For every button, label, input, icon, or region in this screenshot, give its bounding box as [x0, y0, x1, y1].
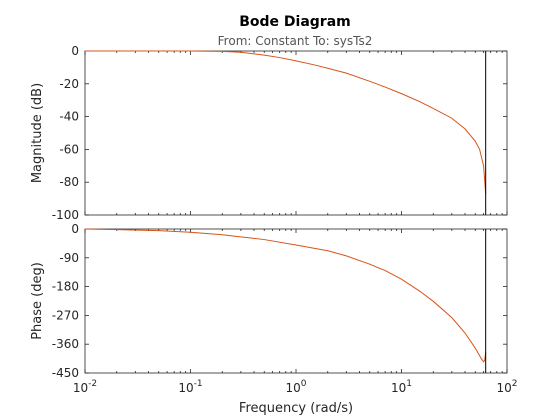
- x-tick-exponent: -2: [88, 379, 97, 389]
- phase-ytick-label: 0: [71, 222, 79, 236]
- x-tick-exponent: 0: [301, 379, 307, 389]
- phase-ytick-label: -270: [52, 308, 79, 322]
- phase-ytick-label: -450: [52, 366, 79, 380]
- x-tick-base: 10: [496, 381, 511, 395]
- phase-y-ticks: 0 -90 -180 -270 -360 -450: [52, 222, 507, 380]
- x-tick-base: 10: [178, 381, 193, 395]
- phase-ytick-label: -90: [59, 251, 79, 265]
- x-tick-exponent: 2: [512, 379, 518, 389]
- magnitude-ylabel: Magnitude (dB): [30, 83, 45, 183]
- x-tick-label: 102: [496, 379, 517, 395]
- magnitude-ytick-label: -100: [52, 208, 79, 222]
- phase-series-line: [84, 228, 487, 363]
- magnitude-ytick-label: -80: [59, 175, 79, 189]
- magnitude-ytick-label: -60: [59, 142, 79, 156]
- x-tick-label: 101: [391, 379, 412, 395]
- x-axis-label: Frequency (rad/s): [239, 401, 353, 416]
- x-tick-label: 10-1: [178, 379, 202, 395]
- x-tick-label: 10-2: [73, 379, 97, 395]
- phase-ytick-label: -180: [52, 280, 79, 294]
- x-tick-exponent: 1: [406, 379, 412, 389]
- magnitude-axes-frame: [84, 50, 508, 216]
- x-tick-base: 10: [391, 381, 406, 395]
- phase-panel: 0 -90 -180 -270 -360 -450 Phase (deg): [30, 222, 508, 380]
- magnitude-series-line: [85, 50, 487, 194]
- phase-ytick-label: -360: [52, 337, 79, 351]
- x-tick-exponent: -1: [194, 379, 203, 389]
- magnitude-y-ticks: 0 -20 -40 -60 -80 -100: [52, 44, 507, 222]
- magnitude-ytick-label: 0: [71, 44, 79, 58]
- x-tick-label: 100: [285, 379, 306, 395]
- chart-title: Bode Diagram: [239, 14, 351, 30]
- magnitude-ytick-label: -40: [59, 110, 79, 124]
- chart-subtitle: From: Constant To: sysTs2: [218, 34, 373, 48]
- magnitude-ytick-label: -20: [59, 77, 79, 91]
- x-tick-base: 10: [285, 381, 300, 395]
- phase-axes-frame: [84, 228, 508, 374]
- x-tick-labels: 10-2 10-1 100 101 102: [73, 379, 518, 395]
- x-tick-base: 10: [73, 381, 88, 395]
- magnitude-panel: 0 -20 -40 -60 -80 -100 Magnitude (dB): [30, 44, 508, 222]
- phase-ylabel: Phase (deg): [30, 262, 45, 340]
